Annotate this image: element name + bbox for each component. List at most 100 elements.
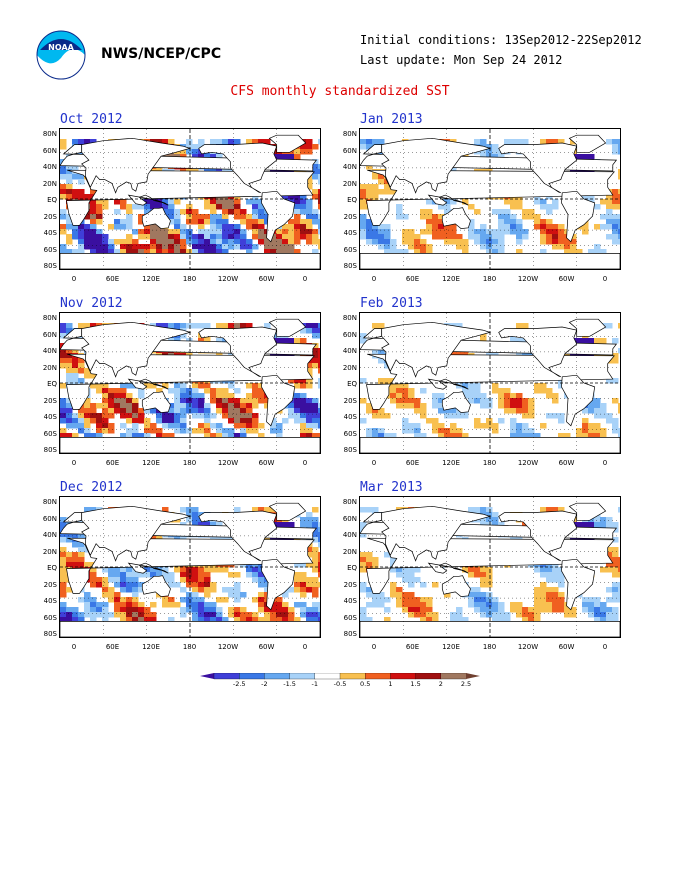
sst-anomaly-cell bbox=[516, 204, 523, 210]
sst-anomaly-cell bbox=[288, 378, 295, 384]
sst-anomaly-cell bbox=[534, 567, 541, 573]
continent-outline bbox=[441, 391, 471, 413]
sst-anomaly-cell bbox=[450, 433, 457, 439]
sst-anomaly-cell bbox=[516, 199, 523, 205]
sst-anomaly-cell bbox=[66, 179, 73, 185]
sst-anomaly-cell bbox=[102, 408, 109, 414]
sst-anomaly-cell bbox=[180, 239, 187, 245]
sst-anomaly-cell bbox=[132, 607, 139, 613]
sst-anomaly-cell bbox=[420, 214, 427, 220]
sst-anomaly-cell bbox=[366, 194, 373, 200]
sst-anomaly-cell bbox=[528, 617, 535, 623]
sst-anomaly-cell bbox=[210, 522, 217, 528]
sst-anomaly-cell bbox=[78, 552, 85, 558]
sst-anomaly-cell bbox=[90, 418, 97, 424]
sst-anomaly-cell bbox=[234, 582, 241, 588]
sst-anomaly-cell bbox=[294, 229, 301, 235]
sst-anomaly-cell bbox=[96, 229, 103, 235]
sst-anomaly-cell bbox=[402, 383, 409, 389]
sst-anomaly-cell bbox=[552, 577, 559, 583]
sst-anomaly-cell bbox=[204, 592, 211, 598]
sst-anomaly-cell bbox=[60, 214, 67, 220]
sst-anomaly-cell bbox=[486, 582, 493, 588]
sst-anomaly-cell bbox=[306, 199, 313, 205]
sst-anomaly-cell bbox=[492, 239, 499, 245]
sst-anomaly-cell bbox=[156, 234, 163, 240]
sst-anomaly-cell bbox=[60, 184, 67, 190]
sst-anomaly-cell bbox=[210, 388, 217, 394]
sst-anomaly-cell bbox=[282, 154, 289, 160]
sst-anomaly-cell bbox=[504, 199, 511, 205]
sst-map-feb bbox=[359, 312, 621, 454]
sst-anomaly-cell bbox=[228, 403, 235, 409]
sst-anomaly-cell bbox=[90, 209, 97, 215]
sst-anomaly-cell bbox=[132, 617, 139, 623]
sst-anomaly-cell bbox=[318, 169, 320, 175]
sst-anomaly-cell bbox=[84, 607, 91, 613]
sst-anomaly-cell bbox=[114, 582, 121, 588]
sst-anomaly-cell bbox=[84, 428, 91, 434]
sst-anomaly-cell bbox=[168, 433, 175, 439]
sst-anomaly-cell bbox=[66, 418, 73, 424]
sst-anomaly-cell bbox=[528, 428, 535, 434]
sst-anomaly-cell bbox=[594, 398, 601, 404]
sst-anomaly-cell bbox=[552, 199, 559, 205]
sst-anomaly-cell bbox=[192, 587, 199, 593]
sst-anomaly-cell bbox=[186, 577, 193, 583]
sst-anomaly-cell bbox=[378, 239, 385, 245]
sst-anomaly-cell bbox=[90, 234, 97, 240]
sst-anomaly-cell bbox=[174, 398, 181, 404]
sst-anomaly-cell bbox=[258, 209, 265, 215]
continent-outline bbox=[198, 510, 278, 562]
sst-anomaly-cell bbox=[60, 209, 67, 215]
sst-anomaly-cell bbox=[366, 239, 373, 245]
sst-anomaly-cell bbox=[420, 408, 427, 414]
sst-anomaly-cell bbox=[132, 239, 139, 245]
sst-anomaly-cell bbox=[126, 224, 133, 230]
sst-anomaly-cell bbox=[318, 368, 320, 374]
sst-anomaly-cell bbox=[396, 383, 403, 389]
sst-anomaly-cell bbox=[462, 383, 469, 389]
sst-anomaly-cell bbox=[174, 413, 181, 419]
sst-anomaly-cell bbox=[204, 323, 211, 329]
sst-anomaly-cell bbox=[510, 408, 517, 414]
sst-anomaly-cell bbox=[264, 244, 271, 250]
sst-anomaly-cell bbox=[174, 602, 181, 608]
continent-outline bbox=[561, 190, 596, 243]
sst-anomaly-cell bbox=[180, 607, 187, 613]
sst-anomaly-cell bbox=[510, 398, 517, 404]
sst-anomaly-cell bbox=[300, 413, 307, 419]
sst-anomaly-cell bbox=[540, 572, 547, 578]
sst-anomaly-cell bbox=[318, 562, 320, 568]
sst-anomaly-cell bbox=[60, 552, 67, 558]
sst-anomaly-cell bbox=[270, 617, 277, 623]
sst-anomaly-cell bbox=[60, 358, 67, 364]
sst-anomaly-cell bbox=[204, 423, 211, 429]
sst-anomaly-cell bbox=[162, 249, 169, 255]
sst-anomaly-cell bbox=[312, 164, 319, 170]
latitude-label: 20N bbox=[342, 179, 357, 188]
sst-anomaly-cell bbox=[180, 388, 187, 394]
sst-anomaly-cell bbox=[312, 587, 319, 593]
sst-anomaly-cell bbox=[78, 547, 85, 553]
sst-anomaly-cell bbox=[120, 199, 127, 205]
sst-anomaly-cell bbox=[204, 428, 211, 434]
longitude-label: 0 bbox=[371, 459, 377, 467]
latitude-label: 40N bbox=[42, 347, 57, 355]
sst-anomaly-cell bbox=[396, 597, 403, 603]
sst-anomaly-cell bbox=[252, 209, 259, 215]
sst-anomaly-cell bbox=[186, 428, 193, 434]
sst-anomaly-cell bbox=[486, 234, 493, 240]
panel-title-mar: Mar 2013 bbox=[360, 480, 423, 495]
sst-anomaly-cell bbox=[414, 577, 421, 583]
sst-anomaly-cell bbox=[414, 612, 421, 618]
sst-anomaly-cell bbox=[228, 572, 235, 578]
sst-anomaly-cell bbox=[120, 403, 127, 409]
sst-anomaly-cell bbox=[492, 209, 499, 215]
sst-anomaly-cell bbox=[522, 209, 529, 215]
sst-anomaly-cell bbox=[246, 572, 253, 578]
sst-anomaly-cell bbox=[612, 204, 619, 210]
sst-anomaly-cell bbox=[456, 612, 463, 618]
sst-anomaly-cell bbox=[132, 572, 139, 578]
sst-anomaly-cell bbox=[492, 607, 499, 613]
